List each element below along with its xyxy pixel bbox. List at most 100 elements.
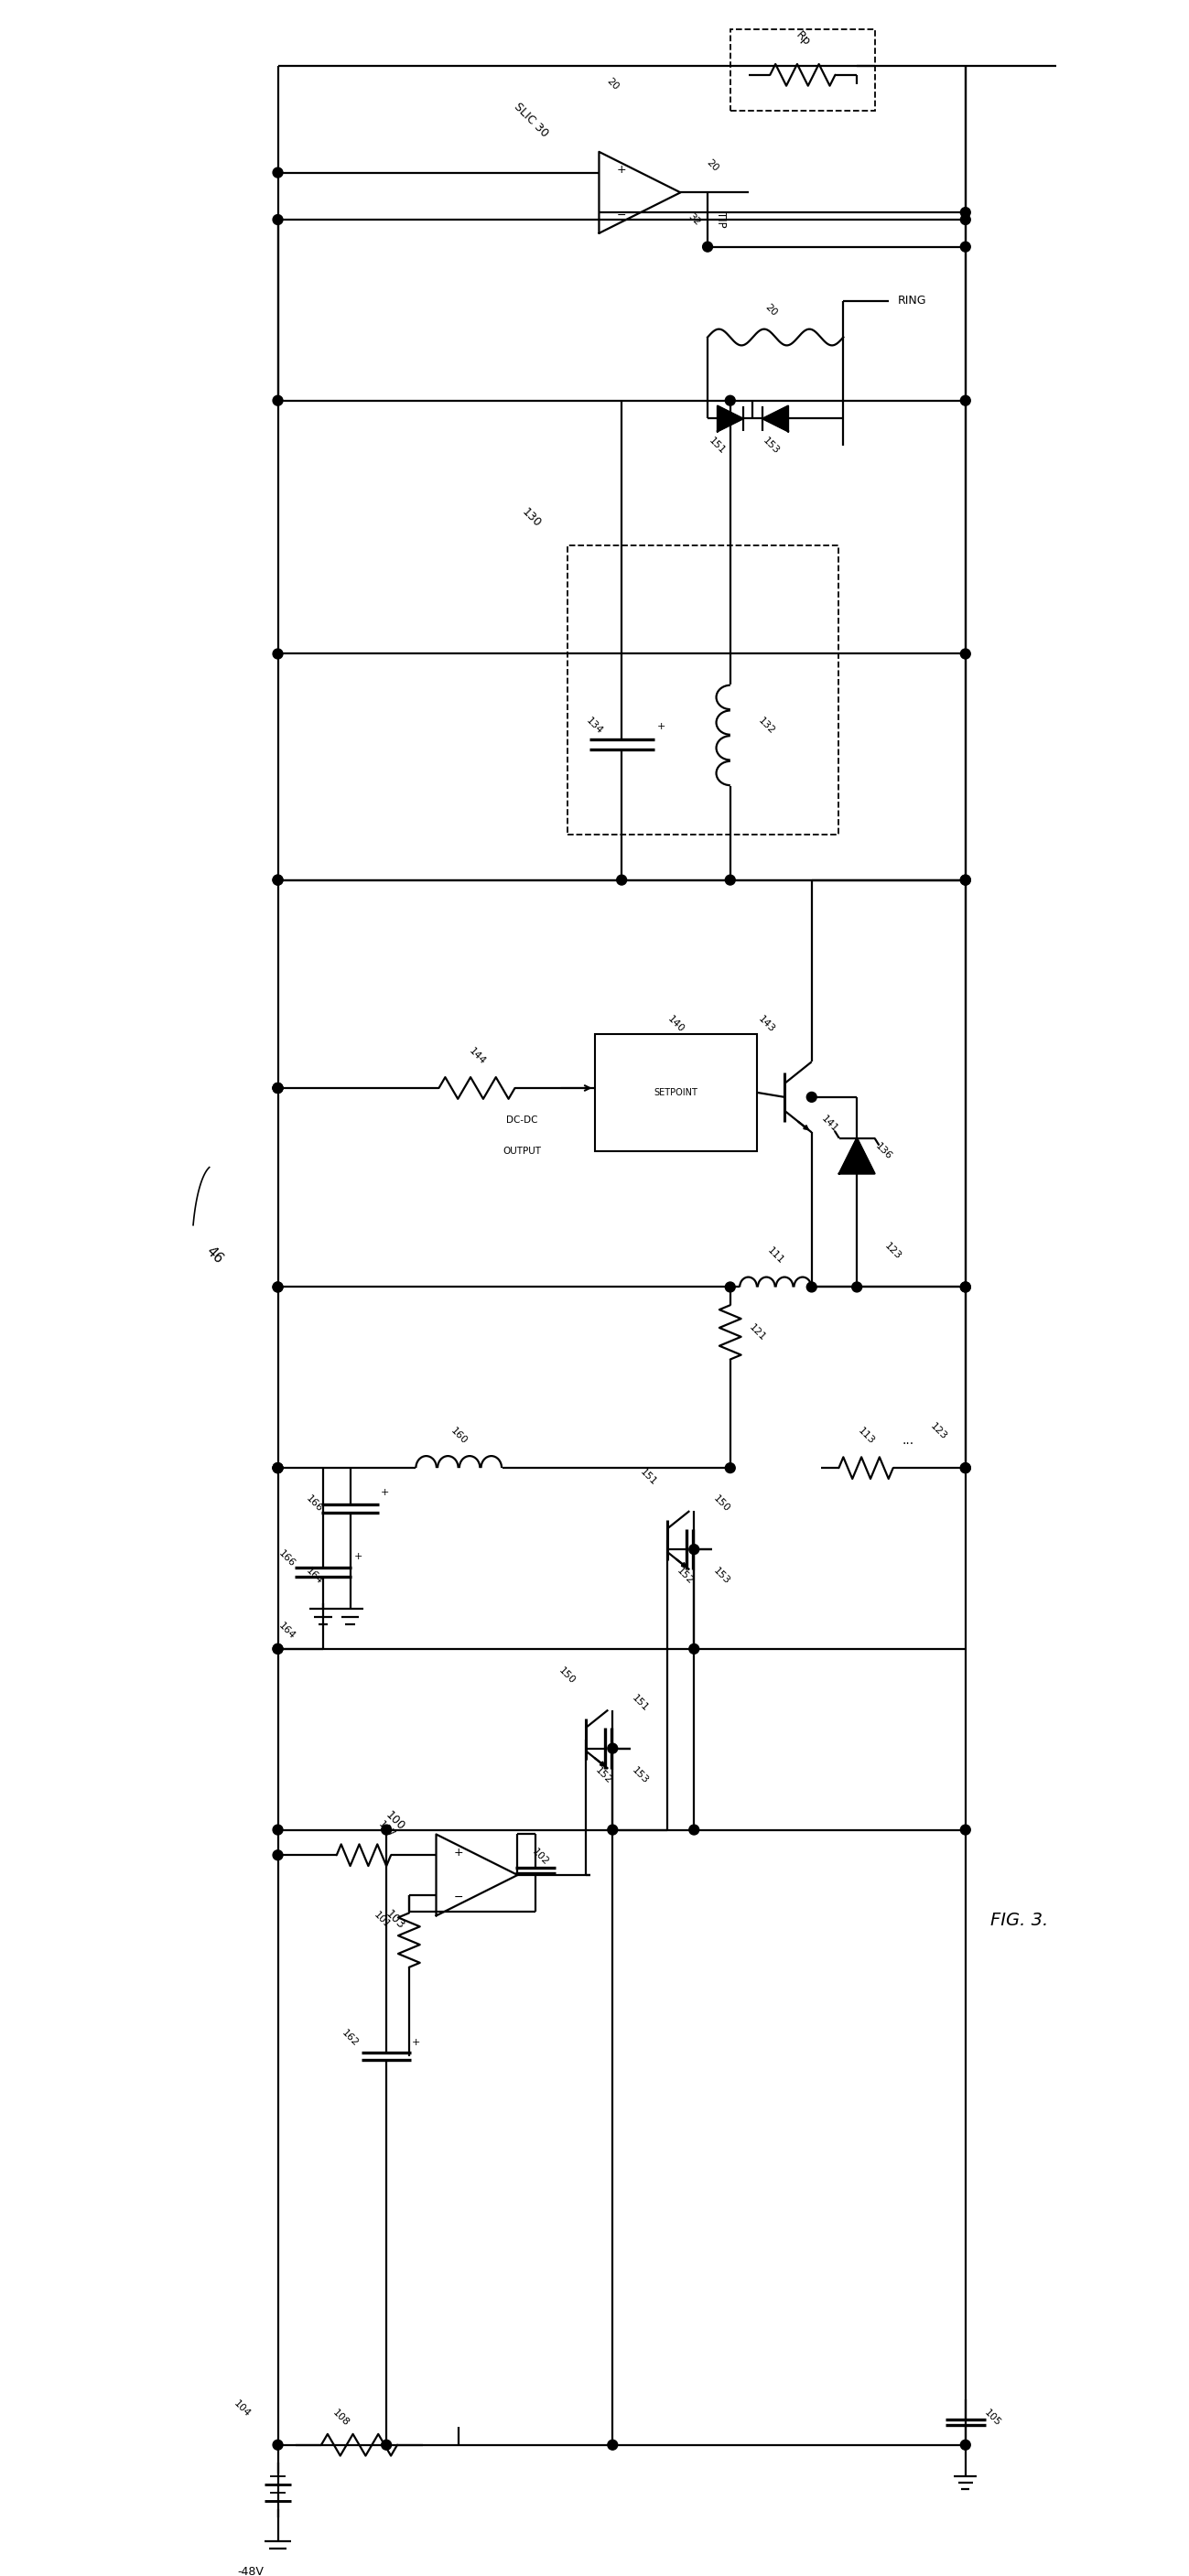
Text: 101: 101: [372, 1911, 392, 1929]
Text: 151: 151: [638, 1466, 659, 1486]
Text: 123: 123: [929, 1422, 949, 1443]
Text: 153: 153: [630, 1765, 649, 1785]
Text: 151: 151: [630, 1692, 649, 1713]
Text: 113: 113: [856, 1427, 876, 1445]
Circle shape: [272, 1643, 283, 1654]
Text: 144: 144: [467, 1046, 487, 1066]
Circle shape: [382, 2439, 391, 2450]
Text: 134: 134: [585, 716, 604, 737]
Circle shape: [961, 397, 970, 404]
Circle shape: [272, 1283, 283, 1293]
Circle shape: [617, 876, 627, 886]
Text: ...: ...: [902, 1435, 914, 1448]
Bar: [730, 31, 875, 111]
Text: 164: 164: [304, 1566, 325, 1587]
Circle shape: [961, 242, 970, 252]
Text: 140: 140: [666, 1015, 686, 1036]
Circle shape: [851, 1283, 862, 1293]
Circle shape: [382, 1824, 391, 1834]
Circle shape: [272, 1463, 283, 1473]
Text: 20: 20: [763, 301, 779, 317]
Text: TIP: TIP: [716, 211, 728, 227]
Text: 136: 136: [874, 1141, 894, 1162]
Polygon shape: [717, 407, 743, 430]
Circle shape: [961, 876, 970, 886]
Text: +: +: [380, 1489, 389, 1497]
Circle shape: [725, 876, 735, 886]
Text: 46: 46: [203, 1244, 226, 1267]
Text: 152: 152: [593, 1765, 614, 1785]
Circle shape: [272, 1283, 283, 1293]
Text: 102: 102: [530, 1847, 551, 1868]
Circle shape: [806, 1092, 817, 1103]
Text: -48V: -48V: [238, 2566, 264, 2576]
Circle shape: [725, 397, 735, 404]
Circle shape: [272, 649, 283, 659]
Circle shape: [961, 209, 970, 216]
Text: 141: 141: [819, 1115, 839, 1133]
Text: FIG. 3.: FIG. 3.: [990, 1911, 1049, 1929]
Text: 111: 111: [766, 1244, 786, 1265]
Circle shape: [272, 1082, 283, 1092]
Circle shape: [961, 214, 970, 224]
Circle shape: [272, 876, 283, 886]
Bar: [594, 1033, 757, 1151]
Text: 153: 153: [711, 1566, 731, 1587]
Circle shape: [608, 2439, 617, 2450]
Text: SETPOINT: SETPOINT: [654, 1087, 698, 1097]
Polygon shape: [763, 407, 788, 430]
Polygon shape: [839, 1139, 875, 1175]
Text: 103: 103: [384, 1909, 408, 1932]
Text: DC-DC: DC-DC: [507, 1115, 537, 1123]
Circle shape: [272, 214, 283, 224]
Text: 20: 20: [704, 157, 719, 173]
Text: 132: 132: [756, 716, 776, 737]
Circle shape: [961, 1824, 970, 1834]
Text: 104: 104: [232, 2398, 252, 2419]
Circle shape: [961, 649, 970, 659]
Circle shape: [690, 1546, 699, 1553]
Circle shape: [961, 1463, 970, 1473]
Circle shape: [806, 1283, 817, 1293]
Circle shape: [690, 1643, 699, 1654]
Text: 166: 166: [304, 1494, 325, 1515]
Circle shape: [608, 1744, 617, 1754]
Text: OUTPUT: OUTPUT: [503, 1146, 541, 1157]
Circle shape: [961, 876, 970, 886]
Text: SLIC 30: SLIC 30: [511, 100, 551, 139]
Text: 20: 20: [605, 77, 621, 93]
Circle shape: [961, 1283, 970, 1293]
Text: 162: 162: [340, 2027, 360, 2048]
Text: Rp: Rp: [793, 28, 812, 49]
Text: +: +: [454, 1847, 464, 1857]
Circle shape: [725, 1463, 735, 1473]
Text: 123: 123: [883, 1242, 904, 1260]
Text: 108: 108: [331, 2409, 351, 2427]
Circle shape: [272, 397, 283, 404]
Circle shape: [272, 1463, 283, 1473]
Circle shape: [272, 1082, 283, 1092]
Circle shape: [961, 1283, 970, 1293]
Circle shape: [608, 1824, 617, 1834]
Bar: [567, 546, 838, 835]
Text: 160: 160: [448, 1427, 468, 1445]
Text: 32: 32: [686, 211, 702, 227]
Text: 107: 107: [377, 1819, 396, 1839]
Circle shape: [272, 2439, 283, 2450]
Circle shape: [272, 1643, 283, 1654]
Circle shape: [272, 1824, 283, 1834]
Circle shape: [703, 242, 712, 252]
Text: −: −: [454, 1891, 464, 1904]
Text: +: +: [658, 721, 666, 732]
Text: 105: 105: [982, 2409, 1002, 2427]
Text: RING: RING: [898, 296, 926, 307]
Circle shape: [725, 1283, 735, 1293]
Circle shape: [961, 1463, 970, 1473]
Text: 100: 100: [384, 1808, 408, 1832]
Text: 153: 153: [761, 435, 781, 456]
Text: 164: 164: [277, 1620, 297, 1641]
Text: 150: 150: [558, 1667, 578, 1687]
Circle shape: [272, 167, 283, 178]
Circle shape: [272, 876, 283, 886]
Text: 152: 152: [675, 1566, 696, 1587]
